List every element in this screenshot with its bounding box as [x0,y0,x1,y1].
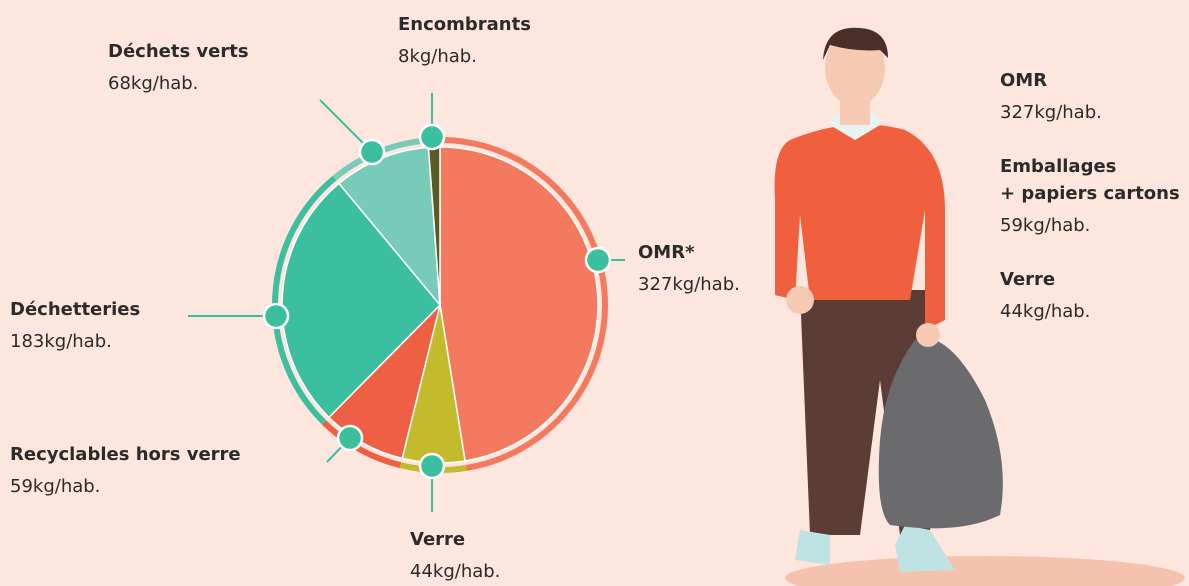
marker [264,304,288,328]
slice-value: 68kg/hab. [108,73,198,94]
marker [338,426,362,450]
marker [360,140,384,164]
side-title: OMR [1000,70,1047,91]
side-title: Verre [1000,269,1055,290]
slice-label: Encombrants [398,14,531,35]
slice-value: 183kg/hab. [10,331,112,352]
slice-label: OMR* [638,242,695,263]
slice-label: Déchetteries [10,299,140,320]
marker [420,125,444,149]
slice-label: Recyclables hors verre [10,444,241,465]
slice-value: 59kg/hab. [10,476,100,497]
side-value: 44kg/hab. [1000,301,1090,322]
slice-label: Déchets verts [108,41,249,62]
slice-label: Verre [410,529,465,550]
slice-value: 8kg/hab. [398,46,477,67]
slice-value: 44kg/hab. [410,561,500,582]
side-title: Emballages [1000,156,1116,177]
slice-value: 327kg/hab. [638,274,740,295]
side-title: + papiers cartons [1000,183,1180,204]
infographic: OMR* 327kg/hab. Verre 44kg/hab. Recyclables … [0,0,1189,586]
marker [420,454,444,478]
side-value: 59kg/hab. [1000,215,1090,236]
side-value: 327kg/hab. [1000,102,1102,123]
marker [586,248,610,272]
